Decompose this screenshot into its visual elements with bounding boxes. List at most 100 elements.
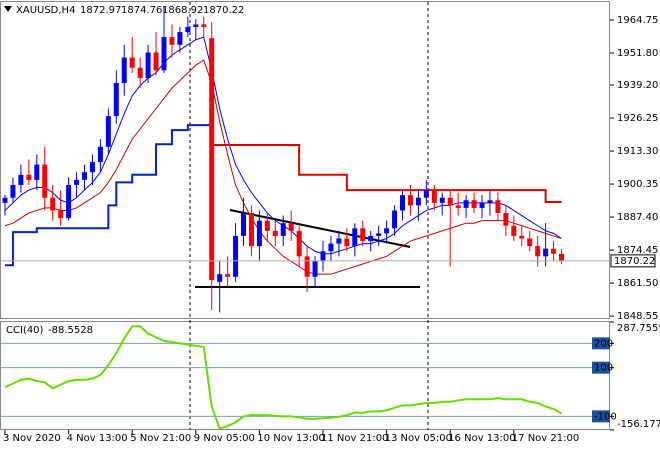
candle-body	[58, 210, 64, 219]
close-value: 1870.22	[203, 5, 244, 16]
cci-value: -88.5528	[48, 325, 93, 336]
candle-body	[209, 38, 215, 281]
candle-body	[535, 246, 541, 257]
candle-body	[42, 164, 48, 198]
candle-body	[280, 223, 286, 236]
candle-body	[543, 248, 549, 257]
candle-body	[50, 197, 56, 211]
candle-body	[26, 174, 32, 180]
candle-body	[320, 251, 326, 262]
x-tick-label: 10 Nov 13:00	[257, 433, 324, 444]
candle-body	[201, 24, 207, 27]
candle-body	[352, 228, 358, 247]
x-tick-label: 3 Nov 2020	[3, 433, 61, 444]
candle-body	[89, 162, 95, 173]
candle-body	[241, 213, 246, 236]
candle-body	[248, 213, 254, 247]
candle-body	[344, 238, 350, 247]
x-tick-label: 17 Nov 21:00	[512, 433, 579, 444]
candle-body	[400, 195, 405, 211]
cci-panel	[0, 321, 610, 430]
candle-body	[431, 190, 437, 203]
y-tick-label: -156.1775	[617, 419, 660, 430]
candle-body	[74, 179, 80, 185]
candle-body	[97, 146, 103, 163]
candle-body	[153, 52, 159, 71]
candle-body	[145, 52, 151, 78]
indicator-line	[4, 59, 562, 275]
candle-body	[177, 32, 183, 45]
indicator-line	[5, 124, 212, 267]
high-value: 1874.76	[121, 5, 162, 16]
candle-body	[233, 235, 239, 277]
candle-body	[34, 164, 40, 180]
y-tick-label: 1913.30	[617, 146, 658, 157]
x-tick-label: 13 Nov 05:00	[385, 433, 452, 444]
y-tick-label: 1964.75	[617, 15, 658, 26]
price-panel	[0, 1, 610, 319]
candle-body	[392, 210, 398, 229]
x-tick-label: 9 Nov 05:00	[194, 433, 255, 444]
candle-body	[384, 228, 390, 234]
candle-body	[328, 243, 334, 252]
candle-body	[10, 184, 16, 198]
candle-body	[304, 256, 310, 277]
low-value: 1868.92	[162, 5, 203, 16]
candle-body	[447, 197, 453, 206]
symbol: XAUUSD,H4	[16, 5, 75, 16]
candle-body	[360, 228, 366, 242]
marks: 1964.75 1951.80 1939.20 1926.25 1913.30 1900.…	[1, 6, 660, 444]
candle-body	[113, 83, 119, 117]
candle-body	[559, 253, 564, 261]
candle-body	[264, 220, 270, 231]
candle-body	[527, 238, 533, 247]
candle-body	[479, 202, 485, 208]
candle-body	[137, 67, 143, 78]
cci-label: CCI(40)	[6, 325, 44, 336]
candle-body	[471, 200, 477, 208]
y-tick-label: 287.7555	[617, 323, 660, 334]
candle-body	[66, 184, 72, 219]
x-tick-label: 5 Nov 21:00	[130, 433, 191, 444]
candle-body	[256, 220, 262, 247]
candle-body	[272, 230, 278, 236]
candle-body	[105, 116, 111, 147]
candle-body	[288, 223, 294, 231]
y-tick-label: -100	[594, 411, 617, 422]
candle-body	[376, 233, 382, 236]
candle-body	[368, 235, 374, 242]
candle-body	[225, 274, 231, 277]
y-tick-label: 100	[594, 363, 613, 374]
indicator-line	[211, 143, 562, 204]
candle-body	[18, 174, 24, 185]
candle-body	[455, 205, 461, 208]
candle-body	[423, 190, 429, 198]
candle-body	[217, 274, 223, 282]
candle-body	[2, 197, 8, 203]
current-price: 1870.22	[614, 256, 655, 267]
candle-body	[121, 57, 127, 84]
y-tick-label: 1874.45	[617, 245, 658, 256]
candle-body	[551, 248, 557, 254]
y-tick-label: 1887.40	[617, 212, 658, 223]
y-tick-label: 1939.20	[617, 80, 658, 91]
y-tick-label: 1951.80	[617, 48, 658, 59]
candle-body	[415, 197, 421, 206]
candle-body	[519, 235, 525, 239]
price-box	[610, 254, 656, 268]
level-badge	[592, 410, 610, 423]
y-tick-label: 1926.25	[617, 113, 658, 124]
candle-body	[161, 37, 167, 71]
x-tick-label: 4 Nov 13:00	[67, 433, 128, 444]
collapse-icon	[4, 6, 12, 12]
y-tick-label: 1861.50	[617, 278, 658, 289]
level-badge	[592, 361, 610, 374]
open-value: 1872.97	[80, 5, 121, 16]
candle-body	[511, 225, 517, 236]
candle-body	[82, 172, 87, 180]
candle-body	[439, 197, 445, 203]
indicator-line	[4, 325, 562, 430]
candle-body	[296, 230, 302, 257]
